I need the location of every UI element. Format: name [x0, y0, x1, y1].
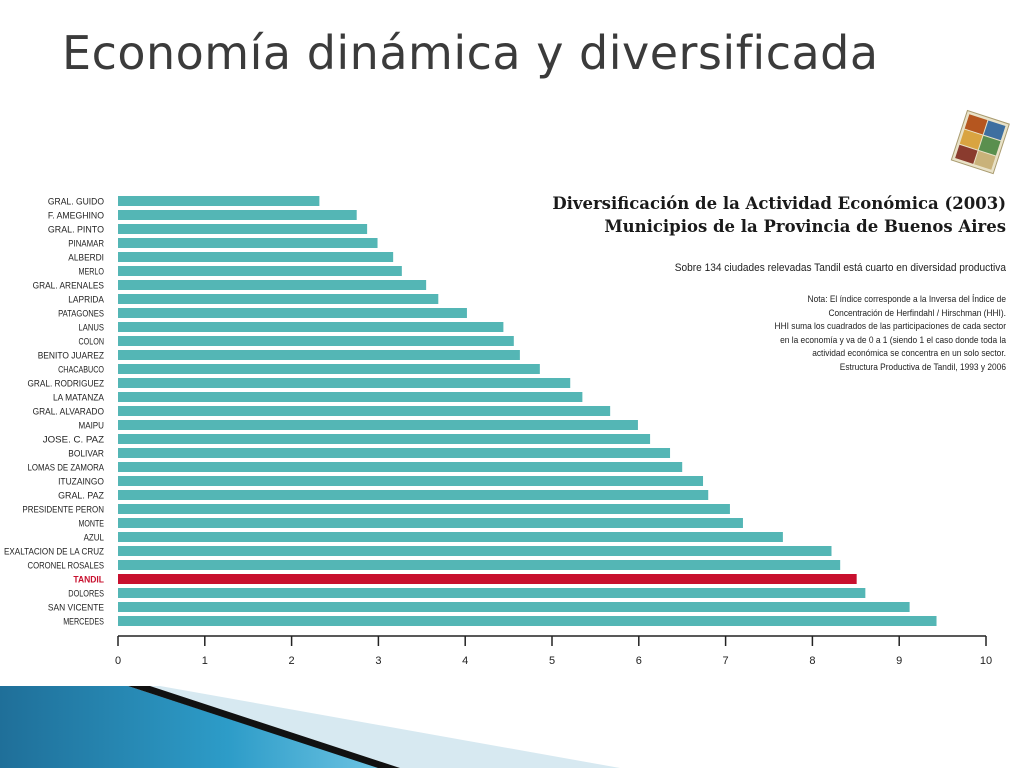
bar-gral-pinto	[118, 224, 368, 234]
category-label: PATAGONES	[58, 309, 104, 319]
category-label: GRAL. ALVARADO	[33, 407, 104, 417]
x-tick-label: 0	[115, 655, 121, 667]
bar-f-ameghino	[118, 210, 357, 220]
bar-san-vicente	[118, 602, 910, 612]
x-tick-label: 9	[896, 655, 902, 667]
chart-title: Diversificación de la Actividad Económic…	[552, 194, 1006, 213]
bar-laprida	[118, 294, 439, 304]
category-label: LOMAS DE ZAMORA	[28, 463, 105, 473]
bar-lanus	[118, 322, 504, 332]
category-label: GRAL. GUIDO	[48, 197, 104, 207]
category-label: ALBERDI	[68, 253, 104, 263]
bar-gral-paz	[118, 490, 709, 500]
chart-subtitle: Sobre 134 ciudades relevadas Tandil está…	[674, 262, 1006, 274]
category-label: EXALTACION DE LA CRUZ	[4, 547, 104, 557]
bar-monte	[118, 518, 743, 528]
category-label: MERLO	[79, 267, 105, 277]
category-label: ITUZAINGO	[58, 477, 104, 487]
bar-presidente-peron	[118, 504, 730, 514]
slide-title: Economía dinámica y diversificada	[62, 26, 879, 80]
category-label: MERCEDES	[63, 617, 104, 627]
bar-jose-c-paz	[118, 434, 651, 444]
bar-pinamar	[118, 238, 378, 248]
x-tick-label: 6	[636, 655, 642, 667]
bar-patagones	[118, 308, 467, 318]
bar-merlo	[118, 266, 402, 276]
bar-benito-juarez	[118, 350, 520, 360]
category-label: MAIPU	[79, 421, 105, 431]
x-tick-label: 8	[809, 655, 815, 667]
bar-bolivar	[118, 448, 671, 458]
category-label: GRAL. PINTO	[48, 225, 104, 235]
bar-maipu	[118, 420, 638, 430]
category-label: DOLORES	[68, 589, 104, 599]
category-label: AZUL	[84, 533, 104, 543]
chart-note: Nota: El índice corresponde a la Inversa…	[774, 294, 1006, 373]
chart-title-line2: Municipios de la Provincia de Buenos Air…	[604, 217, 1006, 236]
bar-tandil	[118, 574, 857, 584]
category-label: LA MATANZA	[53, 393, 104, 403]
category-label: PRESIDENTE PERON	[22, 505, 104, 515]
bar-gral-rodriguez	[118, 378, 571, 388]
category-label: MONTE	[79, 519, 105, 529]
bar-chacabuco	[118, 364, 540, 374]
category-label: BOLIVAR	[68, 449, 104, 459]
bar-ituzaingo	[118, 476, 704, 486]
bar-alberdi	[118, 252, 394, 262]
bar-dolores	[118, 588, 866, 598]
bar-coronel-rosales	[118, 560, 841, 570]
bar-exaltacion-de-la-cruz	[118, 546, 832, 556]
chart-title-block: Diversificación de la Actividad Económic…	[552, 192, 1006, 238]
collage-image-icon	[950, 109, 1010, 175]
category-label: CHACABUCO	[58, 365, 104, 375]
bar-gral-guido	[118, 196, 320, 206]
category-label: SAN VICENTE	[48, 603, 104, 613]
category-label: LAPRIDA	[68, 295, 104, 305]
category-label: BENITO JUAREZ	[38, 351, 105, 361]
category-label: GRAL. RODRIGUEZ	[28, 379, 105, 389]
x-tick-label: 2	[289, 655, 295, 667]
bar-mercedes	[118, 616, 937, 626]
bar-gral-arenales	[118, 280, 427, 290]
category-label: GRAL. ARENALES	[33, 281, 104, 291]
bar-la-matanza	[118, 392, 583, 402]
category-label: CORONEL ROSALES	[28, 561, 105, 571]
x-tick-label: 1	[202, 655, 208, 667]
bar-gral-alvarado	[118, 406, 611, 416]
x-tick-label: 5	[549, 655, 555, 667]
category-label: F. AMEGHINO	[48, 211, 104, 221]
category-label: JOSE. C. PAZ	[43, 435, 105, 445]
x-tick-label: 7	[723, 655, 729, 667]
category-label: TANDIL	[73, 575, 104, 585]
bar-colon	[118, 336, 514, 346]
x-tick-label: 4	[462, 655, 468, 667]
category-label: PINAMAR	[68, 239, 104, 249]
bar-chart: GRAL. GUIDO F. AMEGHINO GRAL. PINTO PINAMAR…	[4, 196, 992, 667]
x-tick-label: 3	[375, 655, 381, 667]
x-tick-label: 10	[980, 655, 992, 667]
category-label: LANUS	[79, 323, 105, 333]
bar-azul	[118, 532, 783, 542]
category-label: GRAL. PAZ	[58, 491, 104, 501]
bar-lomas-de-zamora	[118, 462, 683, 472]
category-label: COLON	[79, 337, 105, 347]
bottom-decoration	[0, 686, 620, 768]
